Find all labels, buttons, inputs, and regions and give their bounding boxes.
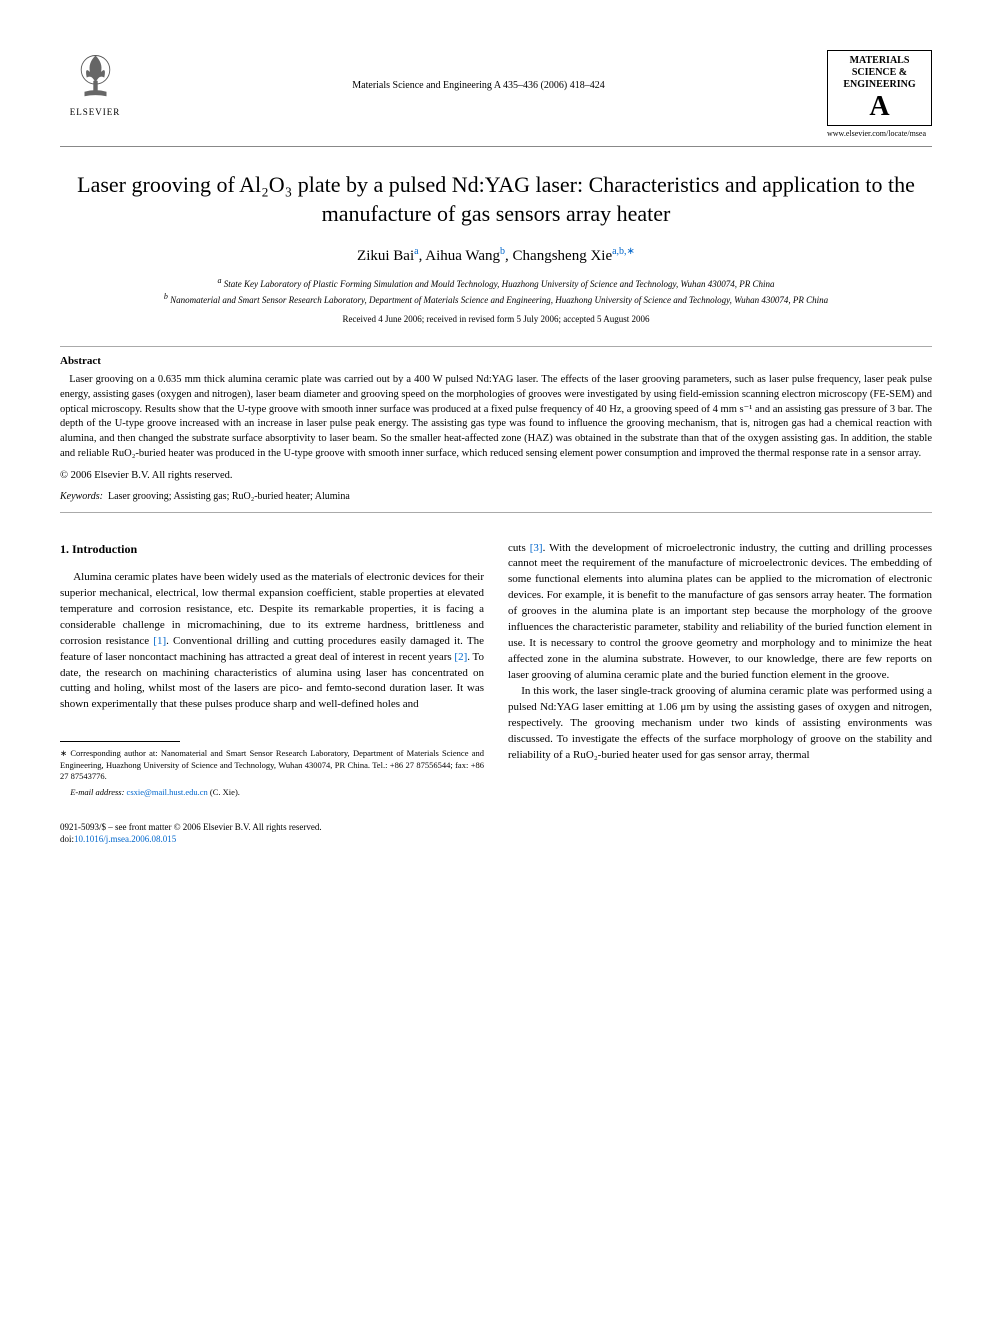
column-left: 1. Introduction Alumina ceramic plates h…	[60, 541, 484, 799]
footnote-separator	[60, 741, 180, 742]
body-columns: 1. Introduction Alumina ceramic plates h…	[60, 541, 932, 799]
reference-link-1[interactable]: [1]	[153, 635, 166, 647]
header-divider	[60, 146, 932, 147]
affiliation-a-text: State Key Laboratory of Plastic Forming …	[224, 279, 775, 289]
footer-copyright: 0921-5093/$ – see front matter © 2006 El…	[60, 822, 932, 834]
intro-text-2a: cuts	[508, 542, 530, 554]
journal-box-title-1: MATERIALS	[830, 55, 929, 67]
author-2-affil[interactable]: b	[500, 246, 505, 257]
abstract-bottom-divider	[60, 512, 932, 513]
doi-prefix: doi:	[60, 834, 74, 844]
email-footnote: E-mail address: csxie@mail.hust.edu.cn (…	[60, 786, 484, 798]
intro-paragraph-1: Alumina ceramic plates have been widely …	[60, 570, 484, 713]
affiliation-b-text: Nanomaterial and Smart Sensor Research L…	[170, 295, 828, 305]
reference-link-3[interactable]: [3]	[530, 542, 543, 554]
reference-link-2[interactable]: [2]	[454, 651, 467, 663]
journal-box-title-2: SCIENCE &	[830, 67, 929, 79]
page-header: ELSEVIER Materials Science and Engineeri…	[60, 50, 932, 138]
email-label: E-mail address:	[70, 787, 124, 797]
affiliation-b: b Nanomaterial and Smart Sensor Research…	[60, 291, 932, 307]
author-3: Changsheng Xie	[513, 248, 613, 264]
publisher-logo: ELSEVIER	[60, 50, 130, 117]
keywords-label: Keywords:	[60, 491, 103, 502]
email-suffix: (C. Xie).	[210, 787, 240, 797]
journal-box-letter: A	[830, 93, 929, 121]
doi-link[interactable]: 10.1016/j.msea.2006.08.015	[74, 834, 176, 844]
affiliation-a: a State Key Laboratory of Plastic Formin…	[60, 275, 932, 291]
affiliations: a State Key Laboratory of Plastic Formin…	[60, 275, 932, 306]
intro-text-2b: . With the development of microelectroni…	[508, 542, 932, 682]
author-3-affil[interactable]: a,b,∗	[612, 246, 635, 257]
introduction-heading: 1. Introduction	[60, 541, 484, 558]
abstract-copyright: © 2006 Elsevier B.V. All rights reserved…	[60, 470, 932, 481]
journal-box-title-3: ENGINEERING	[830, 79, 929, 91]
abstract-text: Laser grooving on a 0.635 mm thick alumi…	[60, 373, 932, 461]
journal-citation: Materials Science and Engineering A 435–…	[130, 50, 827, 91]
abstract-heading: Abstract	[60, 355, 932, 367]
column-right: cuts [3]. With the development of microe…	[508, 541, 932, 799]
page-footer: 0921-5093/$ – see front matter © 2006 El…	[60, 822, 932, 845]
abstract-body: Laser grooving on a 0.635 mm thick alumi…	[60, 374, 932, 458]
abstract-top-divider	[60, 346, 932, 347]
intro-paragraph-1-cont: cuts [3]. With the development of microe…	[508, 541, 932, 684]
elsevier-tree-icon	[68, 50, 123, 105]
publisher-name: ELSEVIER	[70, 107, 121, 117]
authors: Zikui Baia, Aihua Wangb, Changsheng Xiea…	[60, 246, 932, 265]
journal-box-container: MATERIALS SCIENCE & ENGINEERING A www.el…	[827, 50, 932, 138]
article-dates: Received 4 June 2006; received in revise…	[60, 314, 932, 324]
corresponding-author-footnote: ∗ Corresponding author at: Nanomaterial …	[60, 748, 484, 782]
article-title: Laser grooving of Al₂O₃ plate by a pulse…	[60, 171, 932, 228]
keywords: Keywords: Laser grooving; Assisting gas;…	[60, 491, 932, 502]
intro-paragraph-2: In this work, the laser single-track gro…	[508, 684, 932, 764]
journal-url: www.elsevier.com/locate/msea	[827, 129, 932, 138]
author-1: Zikui Bai	[357, 248, 414, 264]
corresponding-email[interactable]: csxie@mail.hust.edu.cn	[127, 787, 208, 797]
keywords-text: Laser grooving; Assisting gas; RuO₂-buri…	[108, 491, 350, 502]
footer-doi: doi:10.1016/j.msea.2006.08.015	[60, 834, 932, 846]
author-2: Aihua Wang	[425, 248, 500, 264]
author-1-affil[interactable]: a	[414, 246, 418, 257]
journal-box: MATERIALS SCIENCE & ENGINEERING A	[827, 50, 932, 126]
